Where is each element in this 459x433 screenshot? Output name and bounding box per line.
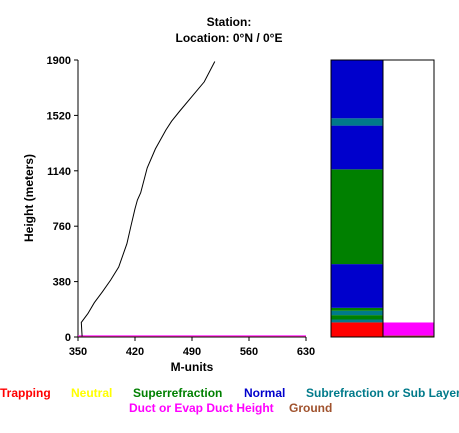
x-tick-label: 560 [240,346,258,358]
legend-neutral: Neutral [71,386,112,400]
y-tick-label: 0 [65,332,71,344]
location-title: Location: 0°N / 0°E [176,31,283,45]
left-profile-segment [331,310,383,316]
y-tick-label: 1140 [47,166,71,178]
legend-normal: Normal [244,386,285,400]
legend-subrefraction: Subrefraction or Sub Layer [306,386,459,400]
left-profile-segment [331,315,383,320]
left-profile-segment [331,169,383,265]
plot-area: 0 380 760 1140 1520 1900 350 420 490 560 630 [47,55,316,358]
m-unit-profile-line [80,61,216,337]
legend-ground: Ground [289,401,332,415]
legend-duct: Duct or Evap Duct Height [129,401,274,415]
x-axis-label: M-units [171,360,214,374]
x-tick-label: 630 [297,346,315,358]
y-tick-label: 1900 [47,55,71,67]
left-profile-segment [331,60,383,119]
x-tick-label: 350 [69,346,87,358]
right-profile-segment [383,335,434,337]
legend-superrefraction: Superrefraction [133,386,222,400]
legend: Trapping Neutral Superrefraction Normal … [0,386,459,415]
station-title: Station: [207,15,252,29]
x-tick-label: 490 [183,346,201,358]
x-tick-label: 420 [126,346,144,358]
right-profile-segment [383,322,434,336]
left-profile-segment [331,264,383,308]
legend-trapping: Trapping [0,386,51,400]
right-profile-segment [383,60,434,323]
y-tick-label: 1520 [47,110,71,122]
left-profile-segment [331,118,383,126]
profile-bars [330,59,435,338]
left-profile-segment [331,125,383,170]
y-axis-label: Height (meters) [22,154,36,242]
left-profile-segment [331,319,383,323]
left-profile-segment [331,322,383,337]
y-tick-label: 380 [53,277,71,289]
y-tick-label: 760 [53,221,71,233]
left-profile-segment [331,307,383,311]
